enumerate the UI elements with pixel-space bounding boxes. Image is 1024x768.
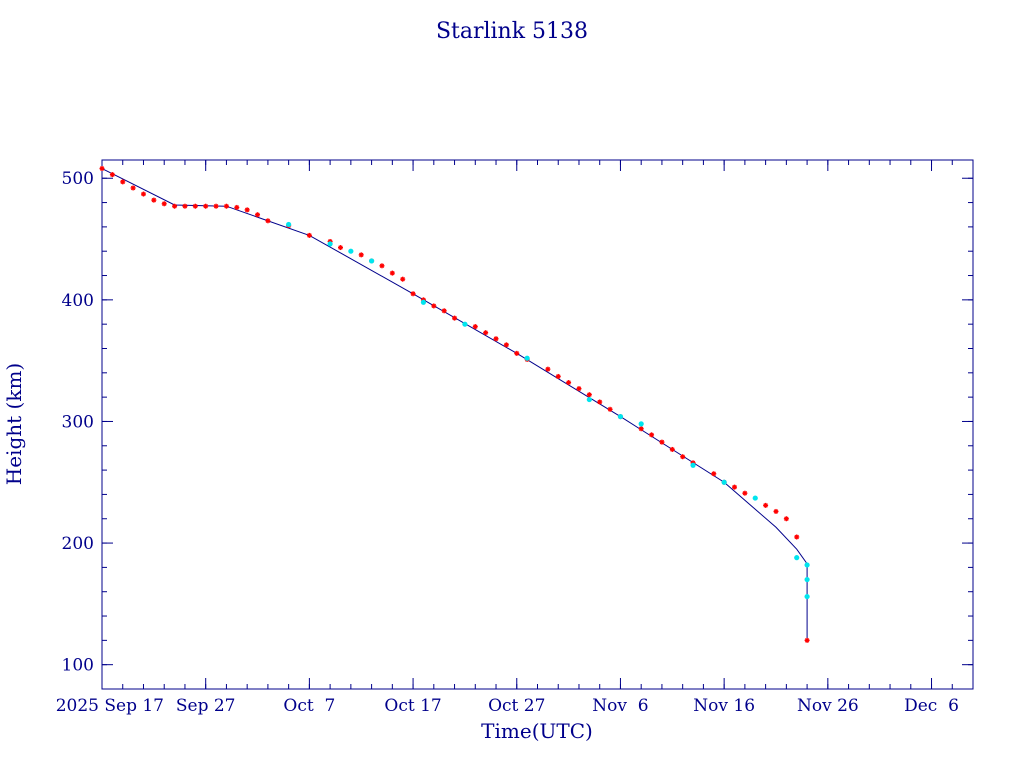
- primary-data-point: [244, 207, 250, 213]
- primary-data-point: [203, 203, 209, 209]
- secondary-data-point: [420, 299, 427, 305]
- primary-data-point: [732, 484, 738, 490]
- y-axis: 100 200 300 400 500: [62, 169, 973, 690]
- primary-data-point: [503, 342, 509, 348]
- primary-data-point: [109, 172, 115, 178]
- secondary-data-point: [348, 248, 354, 254]
- primary-data-point: [773, 508, 779, 514]
- y-tick-label: 300: [62, 412, 94, 432]
- primary-data-point: [120, 179, 126, 185]
- x-tick-label: Oct 27: [488, 696, 545, 716]
- y-tick-label: 400: [62, 291, 94, 311]
- primary-data-point: [586, 392, 592, 398]
- primary-data-point: [742, 490, 748, 496]
- primary-data-point: [680, 454, 686, 460]
- primary-data-point: [410, 291, 416, 297]
- secondary-data-point: [638, 421, 644, 427]
- data-marks: [99, 166, 810, 643]
- x-tick-label: 2025 Sep 17: [56, 696, 164, 716]
- primary-data-point: [638, 426, 644, 432]
- primary-data-point: [566, 380, 572, 386]
- primary-data-point: [172, 203, 178, 209]
- secondary-data-point: [524, 355, 530, 361]
- primary-data-point: [669, 446, 675, 452]
- primary-data-point: [130, 185, 136, 191]
- secondary-data-point: [690, 462, 696, 468]
- secondary-data-point: [752, 495, 758, 501]
- chart-title: Starlink 5138: [436, 19, 588, 44]
- secondary-data-point: [462, 321, 468, 327]
- secondary-data-point: [586, 396, 592, 403]
- y-axis-label: Height (km): [2, 363, 26, 485]
- y-tick-label: 100: [62, 656, 94, 676]
- primary-data-point: [265, 218, 271, 224]
- primary-data-point: [182, 203, 188, 209]
- primary-data-point: [576, 386, 582, 392]
- primary-data-point: [192, 203, 198, 209]
- primary-data-point: [161, 201, 167, 207]
- x-tick-label: Nov 26: [797, 696, 859, 716]
- secondary-data-point: [794, 555, 800, 561]
- primary-data-point: [493, 336, 499, 342]
- secondary-data-point: [286, 221, 292, 228]
- primary-data-point: [607, 406, 613, 412]
- y-tick-label: 500: [62, 169, 94, 189]
- primary-data-point: [140, 191, 146, 197]
- primary-data-point: [555, 373, 561, 379]
- primary-data-point: [597, 399, 603, 405]
- secondary-data-point: [617, 413, 624, 420]
- x-tick-label: Oct 17: [384, 696, 441, 716]
- primary-data-point: [483, 330, 489, 336]
- x-tick-label: Oct 7: [283, 696, 335, 716]
- x-tick-label: Nov 6: [592, 696, 648, 716]
- primary-data-point: [545, 366, 551, 372]
- primary-data-point: [358, 252, 364, 258]
- primary-data-point: [711, 471, 717, 477]
- x-tick-label: Sep 27: [176, 696, 236, 716]
- primary-data-point: [379, 263, 385, 269]
- primary-data-point: [337, 245, 343, 251]
- primary-data-point: [763, 502, 769, 508]
- primary-data-point: [255, 212, 261, 218]
- x-tick-label: Dec 6: [904, 696, 959, 716]
- primary-data-point: [223, 203, 229, 209]
- primary-data-point: [804, 637, 810, 643]
- secondary-data-point: [804, 593, 810, 600]
- plot-frame: [101, 159, 974, 690]
- secondary-data-point: [804, 562, 810, 568]
- primary-data-point: [783, 516, 789, 522]
- y-tick-label: 200: [62, 534, 94, 554]
- primary-data-point: [659, 439, 665, 445]
- primary-data-point: [794, 534, 800, 540]
- x-axis-label: Time(UTC): [481, 719, 593, 743]
- secondary-data-point: [327, 241, 333, 247]
- height-trend-line: [101, 168, 808, 641]
- primary-data-point: [472, 324, 478, 330]
- primary-data-point: [306, 232, 312, 238]
- primary-data-point: [234, 204, 240, 210]
- primary-data-point: [213, 203, 219, 209]
- secondary-data-point: [721, 479, 727, 485]
- primary-data-point: [441, 308, 447, 314]
- primary-data-point: [389, 270, 395, 276]
- primary-data-point: [99, 166, 105, 172]
- secondary-data-point: [804, 576, 810, 583]
- primary-data-point: [649, 432, 655, 438]
- x-tick-label: Nov 16: [693, 696, 755, 716]
- secondary-data-point: [368, 258, 375, 264]
- primary-data-point: [400, 276, 406, 282]
- primary-data-point: [514, 350, 520, 356]
- x-axis: 2025 Sep 17 Sep 27 Oct 7 Oct 17 Oct 27 Nov 6 N…: [56, 160, 974, 716]
- primary-data-point: [151, 197, 157, 203]
- primary-data-point: [452, 315, 458, 321]
- primary-data-point: [431, 303, 437, 309]
